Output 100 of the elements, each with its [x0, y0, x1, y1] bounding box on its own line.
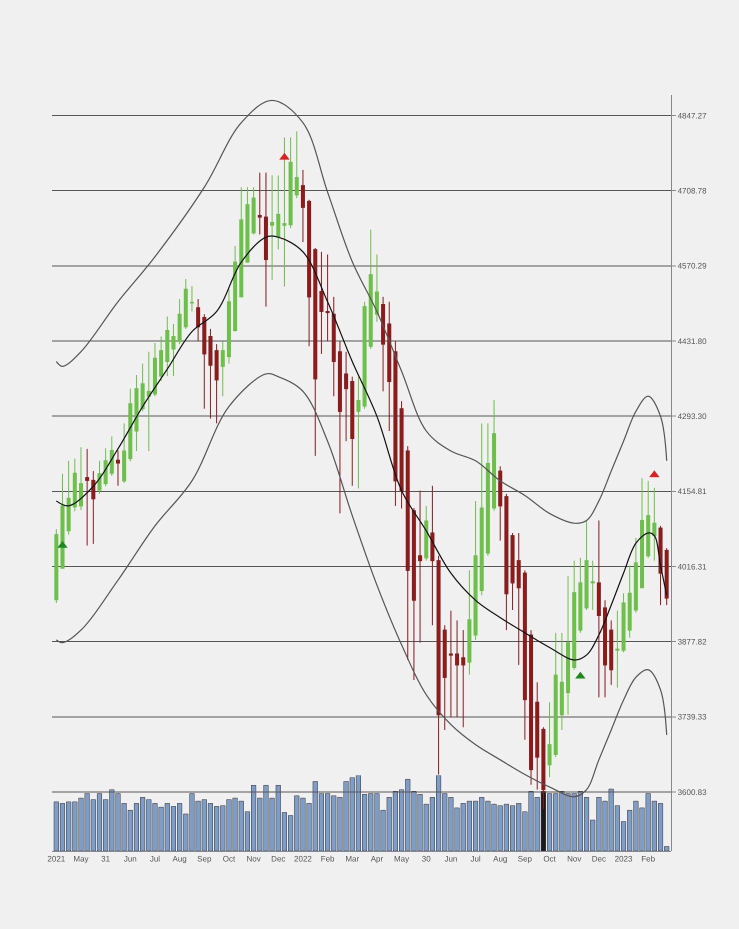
candlestick	[344, 351, 348, 442]
x-tick-label: Mar	[345, 854, 360, 864]
candlestick	[85, 448, 90, 546]
candlestick	[646, 480, 650, 558]
x-tick-label: Jun	[444, 854, 458, 864]
candlestick	[264, 172, 268, 308]
candlestick	[628, 565, 632, 638]
candlestick	[578, 557, 582, 634]
candlestick	[159, 336, 164, 382]
x-tick-label: Oct	[222, 854, 236, 864]
x-tick-label: Apr	[370, 854, 384, 864]
candlestick	[54, 528, 58, 604]
x-tick-label: 2021	[47, 854, 66, 864]
y-tick-label: 4293.30	[678, 412, 708, 421]
candlestick	[374, 254, 379, 322]
y-tick-label: 3877.82	[678, 637, 708, 646]
candlestick	[110, 436, 114, 476]
candlestick	[184, 278, 188, 330]
x-tick-label: 2023	[614, 854, 633, 864]
x-tick-label: Dec	[592, 854, 606, 864]
candlestick	[66, 460, 71, 536]
candlestick	[535, 682, 540, 790]
candlestick	[455, 620, 460, 718]
candlestick	[652, 487, 656, 562]
candlestick	[442, 624, 447, 730]
candlestick	[152, 342, 157, 397]
candlestick	[362, 301, 367, 410]
candlestick	[307, 199, 312, 347]
candlestick	[178, 298, 182, 345]
candlestick	[220, 340, 225, 397]
x-tick-label: Feb	[320, 854, 336, 864]
candlestick	[128, 388, 132, 462]
candlestick	[436, 555, 441, 775]
candlestick	[474, 500, 478, 640]
y-tick-label: 4847.27	[678, 111, 708, 120]
candlestick	[664, 548, 669, 606]
candlestick	[190, 286, 194, 312]
candlestick	[448, 610, 453, 718]
x-tick-label: 31	[101, 854, 111, 864]
x-tick-label: Jul	[150, 854, 160, 864]
candlestick	[319, 251, 324, 354]
y-tick-label: 4154.81	[678, 487, 708, 496]
candlestick	[332, 296, 336, 397]
line-series	[56, 373, 668, 798]
candlestick	[634, 537, 638, 614]
candlestick	[338, 340, 342, 514]
x-tick-label: May	[394, 854, 410, 864]
candlestick	[276, 174, 280, 250]
candlestick	[418, 490, 422, 644]
candlestick	[122, 422, 126, 484]
candlestick	[640, 478, 644, 588]
candlestick	[572, 560, 576, 670]
y-tick-label: 4016.31	[678, 562, 708, 572]
candlestick	[313, 248, 318, 456]
candlestick	[461, 630, 466, 728]
x-tick-label: Sep	[518, 854, 533, 864]
candlestick	[146, 351, 151, 452]
candlestick	[615, 610, 620, 688]
y-tick-label: 4708.78	[678, 186, 708, 196]
x-tick-label: Jun	[124, 854, 137, 864]
x-tick-label: Oct	[543, 854, 557, 864]
candlestick	[486, 422, 490, 556]
candlestick	[134, 374, 138, 452]
line-series	[56, 236, 668, 661]
candlestick	[72, 458, 77, 512]
candlestick	[480, 422, 484, 596]
candlestick	[171, 324, 176, 377]
candlestick	[412, 508, 416, 681]
candlestick	[566, 575, 570, 716]
y-tick-label: 3600.83	[678, 788, 708, 797]
x-tick-label: Aug	[493, 854, 508, 864]
candlestick	[60, 473, 64, 569]
candlestick	[165, 316, 170, 377]
candlestick	[406, 446, 410, 660]
candlestick	[609, 620, 614, 686]
candlestick	[91, 470, 96, 544]
x-tick-label: Dec	[271, 854, 286, 864]
candlestick	[104, 448, 108, 487]
x-tick-label: Aug	[172, 854, 187, 864]
candlestick	[430, 485, 434, 626]
x-tick-label: 30	[422, 854, 432, 864]
candlestick	[140, 363, 145, 412]
candlestick	[326, 254, 330, 342]
candlestick	[288, 136, 293, 228]
candlestick	[554, 632, 558, 758]
y-tick-label: 3739.33	[678, 712, 708, 722]
candlestick	[522, 570, 527, 740]
candlestick	[424, 505, 428, 562]
candlestick	[603, 600, 608, 698]
candlestick	[516, 532, 521, 666]
candlestick	[196, 298, 200, 342]
candlestick	[596, 520, 601, 698]
y-tick-label: 4570.29	[678, 262, 708, 271]
x-tick-label: 2022	[294, 854, 312, 864]
candlestick	[504, 493, 508, 631]
candlestick	[270, 174, 274, 281]
candlestick	[560, 632, 564, 730]
candlestick	[226, 288, 231, 364]
x-tick-label: May	[73, 854, 89, 864]
candlestick	[510, 532, 515, 611]
